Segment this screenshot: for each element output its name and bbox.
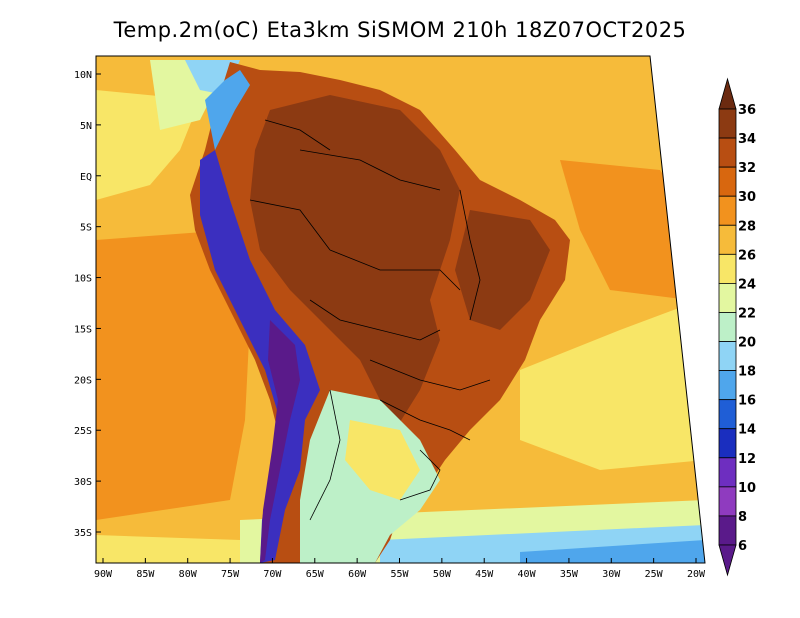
- colorbar-label: 12: [738, 452, 756, 467]
- lon-tick-label: 35W: [560, 569, 579, 580]
- lat-tick-label: 15S: [74, 324, 92, 335]
- lon-tick-label: 85W: [136, 569, 155, 580]
- colorbar-swatch: [718, 457, 737, 488]
- andes-range: [200, 150, 320, 563]
- latitude-axis: 10N 5N EQ 5S 10S 15S 20S 25S 30S 35S: [74, 70, 101, 539]
- colorbar-swatch: [718, 137, 737, 168]
- colorbar-label: 24: [738, 277, 756, 292]
- lon-tick-label: 30W: [602, 569, 621, 580]
- colorbar-label: 28: [738, 219, 756, 234]
- colorbar-swatch: [718, 312, 737, 342]
- lat-tick-label: 30S: [74, 477, 92, 488]
- colorbar-label: 36: [738, 103, 756, 118]
- colorbar-label: 30: [738, 190, 756, 205]
- lat-tick-label: 5N: [80, 121, 92, 132]
- colorbar-label: 32: [738, 161, 756, 176]
- colorbar-label: 20: [738, 336, 756, 351]
- colorbar-swatch: [718, 515, 737, 546]
- pacific-warm-zone: [96, 230, 250, 520]
- colorbar-label: 26: [738, 248, 756, 263]
- lat-tick-label: 5S: [80, 223, 92, 234]
- lon-tick-label: 55W: [390, 569, 409, 580]
- lon-tick-label: 45W: [475, 569, 494, 580]
- andes-north: [205, 70, 250, 150]
- lon-tick-label: 90W: [94, 569, 113, 580]
- colorbar-label: 6: [738, 539, 747, 554]
- andes-cold-core: [260, 320, 300, 563]
- colorbar-swatch: [718, 399, 737, 430]
- colorbar-label: 22: [738, 306, 756, 321]
- map-title: Temp.2m(oC) Eta3km SiSMOM 210h 18Z07OCT2…: [113, 18, 687, 42]
- colorbar-label: 8: [738, 510, 747, 525]
- colorbar-swatch: [718, 486, 737, 517]
- south-coldest-band: [520, 540, 705, 563]
- brazil-inner-hot: [455, 210, 550, 330]
- colorbar-swatch: [718, 224, 737, 255]
- colorbar-swatch: [718, 428, 737, 459]
- lon-tick-label: 40W: [518, 569, 537, 580]
- lat-tick-label: 20S: [74, 375, 92, 386]
- lon-tick-label: 60W: [348, 569, 367, 580]
- atlantic-yellow-zone: [520, 300, 705, 470]
- lon-tick-label: 80W: [179, 569, 198, 580]
- colorbar-swatch: [718, 341, 737, 371]
- colorbar-bottom-triangle: [718, 544, 737, 577]
- lat-tick-label: 10N: [74, 70, 92, 81]
- colorbar-label: 18: [738, 365, 756, 380]
- colorbar-label: 16: [738, 394, 756, 409]
- map-panel: [96, 56, 705, 563]
- colorbar-label: 14: [738, 423, 756, 438]
- colorbar-swatch: [718, 253, 737, 284]
- colorbar-swatch: [718, 370, 737, 401]
- colorbar-swatch: [718, 282, 737, 313]
- colorbar-top-triangle: [718, 77, 737, 110]
- longitude-axis: 90W 85W 80W 75W 70W 65W 60W 55W 50W 45W 40W 35W 30W 2…: [94, 558, 706, 580]
- south-pacific-cool: [96, 535, 240, 563]
- lat-tick-label: 10S: [74, 274, 92, 285]
- colorbar-swatch: [718, 108, 737, 139]
- lon-tick-label: 50W: [433, 569, 452, 580]
- lon-tick-label: 65W: [306, 569, 325, 580]
- colorbar-swatch: [718, 195, 737, 226]
- country-borders: [249, 119, 491, 521]
- colorbar: 36 34 32 30 28 26 24 22 20 18 16 14 12 10 8 6: [718, 77, 756, 577]
- lat-tick-label: 35S: [74, 528, 92, 539]
- lat-tick-label: 25S: [74, 426, 92, 437]
- lon-tick-label: 70W: [263, 569, 282, 580]
- colorbar-swatch: [718, 166, 737, 197]
- amazon-hot-core: [250, 95, 460, 430]
- lon-tick-label: 75W: [221, 569, 240, 580]
- lon-tick-label: 25W: [645, 569, 664, 580]
- lon-tick-label: 20W: [687, 569, 706, 580]
- pampas-warm: [345, 420, 420, 500]
- map-frame: [95, 55, 706, 564]
- colorbar-label: 34: [738, 132, 756, 147]
- lat-tick-label: EQ: [80, 172, 92, 183]
- colorbar-label: 10: [738, 481, 756, 496]
